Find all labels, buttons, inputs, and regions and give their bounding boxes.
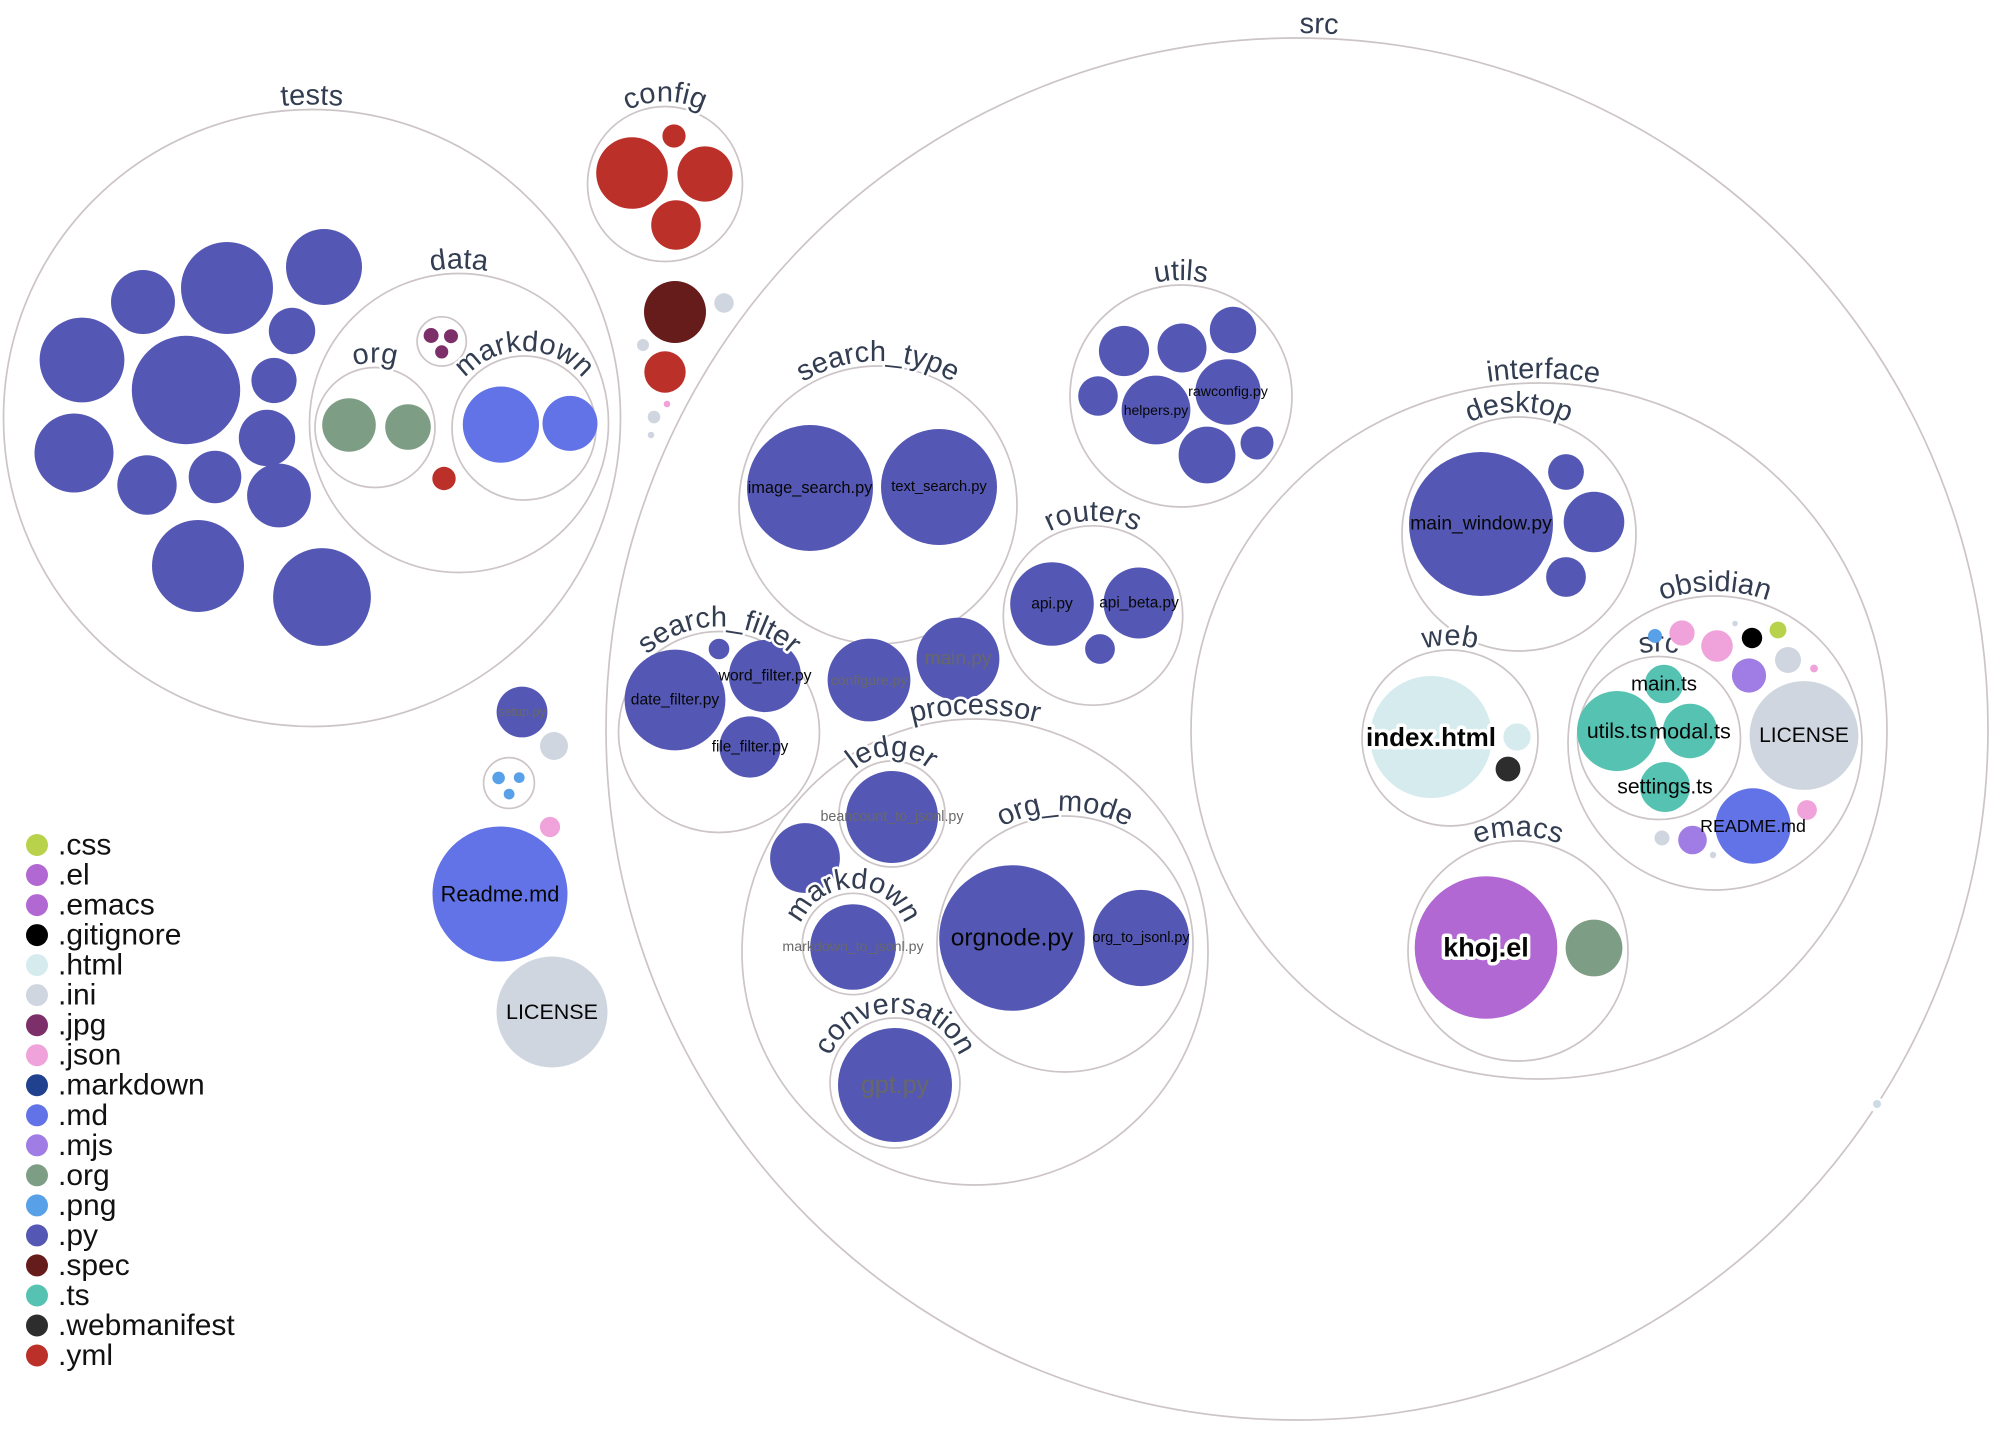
svg-text:.jpg: .jpg <box>58 1009 106 1042</box>
svg-text:main_window.py: main_window.py <box>1410 514 1552 535</box>
svg-text:.el: .el <box>58 859 90 892</box>
svg-text:modal.ts: modal.ts <box>1649 719 1731 744</box>
svg-text:org_to_jsonl.py: org_to_jsonl.py <box>1093 930 1191 946</box>
svg-text:text_search.py: text_search.py <box>891 479 987 495</box>
svg-text:.md: .md <box>58 1099 108 1132</box>
svg-text:.html: .html <box>58 949 123 982</box>
svg-text:tests: tests <box>279 79 344 112</box>
svg-text:web: web <box>1418 620 1481 656</box>
svg-text:README.md: README.md <box>1700 816 1806 836</box>
svg-text:org: org <box>349 338 400 373</box>
svg-text:ledger: ledger <box>840 731 944 776</box>
svg-text:routers: routers <box>1039 496 1146 538</box>
svg-text:settings.ts: settings.ts <box>1617 776 1712 799</box>
svg-text:data: data <box>428 243 491 278</box>
svg-text:interface: interface <box>1485 353 1603 390</box>
svg-text:khoj.el: khoj.el <box>1443 933 1529 963</box>
svg-text:markdown: markdown <box>448 326 600 383</box>
svg-text:LICENSE: LICENSE <box>506 1000 598 1024</box>
svg-text:Readme.md: Readme.md <box>441 882 560 907</box>
svg-text:obsidian: obsidian <box>1655 566 1776 607</box>
svg-text:.json: .json <box>58 1039 121 1072</box>
svg-text:configure.py: configure.py <box>831 672 909 688</box>
svg-text:.yml: .yml <box>58 1339 113 1372</box>
svg-text:.markdown: .markdown <box>58 1069 205 1102</box>
svg-text:org_mode: org_mode <box>992 786 1139 833</box>
svg-text:api.py: api.py <box>1031 596 1073 613</box>
svg-text:.py: .py <box>58 1219 98 1252</box>
svg-text:word_filter.py: word_filter.py <box>717 668 811 685</box>
svg-text:gpt.py: gpt.py <box>861 1071 930 1099</box>
svg-text:.gitignore: .gitignore <box>58 919 181 952</box>
svg-text:src: src <box>1299 8 1339 41</box>
svg-text:emacs: emacs <box>1469 811 1568 851</box>
svg-text:search_type: search_type <box>791 336 965 388</box>
svg-text:.spec: .spec <box>58 1249 130 1282</box>
svg-text:api_beta.py: api_beta.py <box>1099 595 1179 612</box>
svg-text:.ts: .ts <box>58 1279 90 1312</box>
svg-text:image_search.py: image_search.py <box>748 479 874 497</box>
svg-text:helpers.py: helpers.py <box>1124 402 1189 418</box>
svg-text:.emacs: .emacs <box>58 889 155 922</box>
svg-text:index.html: index.html <box>1366 722 1496 752</box>
svg-text:rawconfig.py: rawconfig.py <box>1188 384 1269 400</box>
svg-text:processor: processor <box>906 689 1044 729</box>
svg-text:LICENSE: LICENSE <box>1759 724 1849 747</box>
svg-text:file_filter.py: file_filter.py <box>712 739 789 756</box>
svg-text:date_filter.py: date_filter.py <box>631 692 720 709</box>
svg-text:.css: .css <box>58 829 111 862</box>
svg-text:config: config <box>618 76 711 116</box>
svg-text:utils.ts: utils.ts <box>1587 719 1647 743</box>
svg-text:.webmanifest: .webmanifest <box>58 1309 235 1342</box>
svg-text:.png: .png <box>58 1189 116 1222</box>
svg-text:utils: utils <box>1152 255 1211 290</box>
svg-text:beancount_to_jsonl.py: beancount_to_jsonl.py <box>820 809 964 825</box>
svg-text:.mjs: .mjs <box>58 1129 113 1162</box>
svg-text:orgnode.py: orgnode.py <box>951 925 1074 952</box>
svg-text:main.py: main.py <box>925 649 992 670</box>
svg-text:desktop: desktop <box>1461 387 1577 429</box>
svg-text:setup.py: setup.py <box>498 705 546 719</box>
svg-text:.ini: .ini <box>58 979 96 1012</box>
svg-text:markdown_to_jsonl.py: markdown_to_jsonl.py <box>782 939 924 955</box>
svg-text:.org: .org <box>58 1159 110 1192</box>
svg-text:main.ts: main.ts <box>1631 673 1697 696</box>
